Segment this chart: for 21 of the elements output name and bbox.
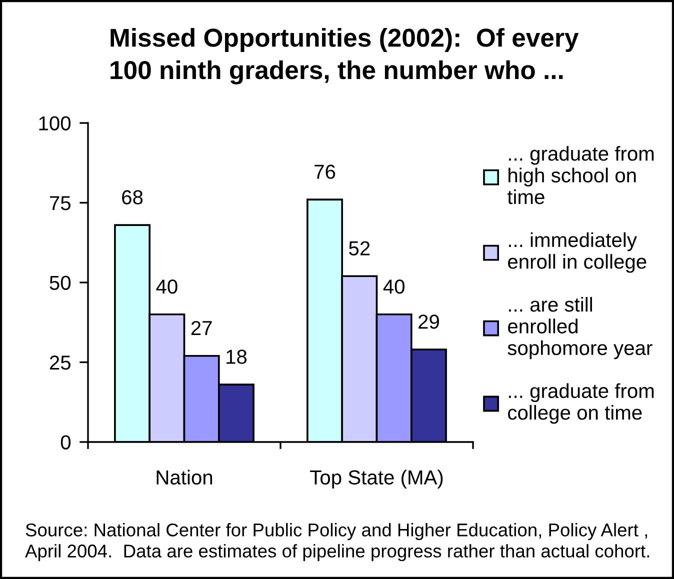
data-label: 29: [418, 314, 439, 329]
legend-label: ... graduate from college on time: [508, 383, 654, 424]
x-tick-label: Top State (MA): [310, 470, 443, 489]
data-label: 52: [349, 241, 370, 256]
y-tick-label: 100: [39, 116, 71, 130]
data-label: 40: [156, 279, 178, 294]
x-tick-label: Nation: [156, 470, 212, 485]
data-label: 68: [122, 190, 143, 204]
legend-label: ... graduate from high school on time: [507, 146, 654, 204]
data-label: 76: [314, 164, 336, 179]
chart-title: Missed Opportunities (2002): Of every 100 ninth graders, the number who ...: [110, 28, 579, 84]
y-tick-label: 25: [50, 355, 70, 370]
data-label: 18: [226, 350, 247, 364]
data-label: 27: [191, 320, 212, 336]
legend-label: ... immediately enroll in college: [508, 232, 646, 273]
y-tick-label: 75: [50, 196, 70, 210]
data-label: 40: [383, 279, 404, 294]
legend-label: ... are still enrolled sophomore year: [508, 296, 652, 360]
source-note: Source: National Center for Public Policy and Higher Education, Policy Alert , April 2004. Data are estimates of pipeline progress rather than actual cohort.: [25, 523, 650, 562]
y-tick-label: 0: [60, 435, 71, 450]
y-tick-label: 50: [50, 276, 71, 290]
